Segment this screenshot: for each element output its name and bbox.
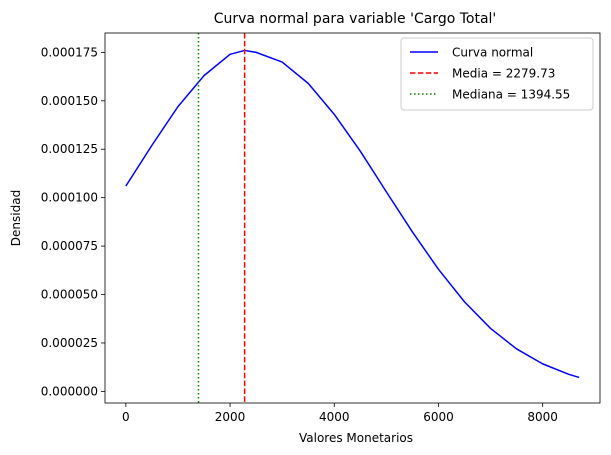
legend-label: Curva normal (452, 46, 533, 60)
y-tick-label: 0.000125 (41, 142, 98, 156)
y-tick-label: 0.000075 (41, 239, 98, 253)
axis-ticks: 0 2000 4000 6000 8000 0.000000 0.000025 0.00005… (41, 45, 558, 424)
legend-box (400, 37, 594, 111)
y-tick-label: 0.000150 (41, 94, 98, 108)
legend: Curva normal Media = 2279.73 Mediana = 139… (400, 37, 594, 111)
y-tick-label: 0.000025 (41, 336, 98, 350)
series-line-0 (125, 49, 580, 379)
y-tick-label: 0.000175 (41, 45, 98, 59)
x-axis-label: Valores Monetarios (299, 431, 413, 445)
plot-frame (104, 32, 601, 404)
x-tick-label: 4000 (319, 410, 350, 424)
x-tick-label: 6000 (423, 410, 454, 424)
y-tick-label: 0.000000 (41, 384, 98, 398)
x-tick-label: 2000 (215, 410, 246, 424)
y-tick-label: 0.000050 (41, 288, 98, 302)
chart-title: Curva normal para variable 'Cargo Total' (214, 11, 497, 27)
plot-area (125, 33, 580, 403)
y-axis-label: Densidad (9, 190, 23, 246)
x-tick-label: 8000 (527, 410, 558, 424)
legend-label: Media = 2279.73 (452, 67, 555, 81)
y-tick-label: 0.000100 (41, 191, 98, 205)
legend-label: Mediana = 1394.55 (452, 88, 570, 102)
x-tick-label: 0 (122, 410, 130, 424)
